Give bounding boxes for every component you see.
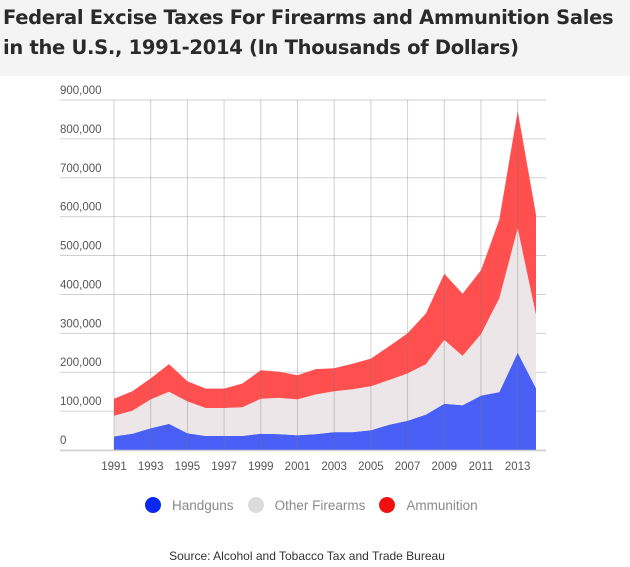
x-tick-label: 1991 bbox=[101, 461, 127, 473]
x-tick-label: 1997 bbox=[211, 461, 237, 473]
legend: Handguns Other Firearms Ammunition bbox=[145, 497, 492, 513]
area-series bbox=[114, 110, 536, 450]
y-axis-ticks: 0 100,000 200,000 300,000 400,000 500,000 600,… bbox=[60, 85, 102, 447]
x-tick-label: 2009 bbox=[431, 461, 457, 473]
y-tick-label: 300,000 bbox=[60, 318, 102, 330]
y-tick-label: 600,000 bbox=[60, 202, 102, 214]
y-tick-label: 800,000 bbox=[60, 124, 102, 136]
legend-item-other-firearms[interactable]: Other Firearms bbox=[247, 497, 366, 513]
chart-title: Federal Excise Taxes For Firearms and Am… bbox=[3, 6, 614, 59]
legend-item-handguns[interactable]: Handguns bbox=[145, 497, 234, 513]
legend-swatch-ammunition bbox=[379, 497, 396, 513]
y-tick-label: 500,000 bbox=[60, 241, 102, 253]
x-tick-label: 2013 bbox=[505, 461, 531, 473]
legend-label: Other Firearms bbox=[274, 497, 366, 513]
legend-label: Ammunition bbox=[406, 497, 478, 513]
area-other-firearms bbox=[114, 228, 536, 437]
legend-swatch-handguns bbox=[145, 497, 161, 513]
y-tick-label: 900,000 bbox=[60, 85, 102, 97]
x-axis-ticks: 1991 1993 1995 1997 1999 2001 2003 2005 2007 2009… bbox=[101, 461, 530, 473]
y-tick-label: 100,000 bbox=[60, 396, 102, 408]
x-tick-label: 1995 bbox=[175, 461, 201, 473]
y-tick-label: 400,000 bbox=[60, 279, 102, 291]
legend-swatch-other-firearms bbox=[247, 497, 264, 513]
x-tick-label: 2005 bbox=[358, 461, 384, 473]
area-handguns bbox=[114, 352, 536, 450]
vertical-gridlines bbox=[60, 100, 546, 452]
x-tick-label: 1999 bbox=[248, 461, 274, 473]
x-tick-label: 1993 bbox=[138, 461, 164, 473]
y-tick-label: 0 bbox=[60, 435, 66, 447]
legend-item-ammunition[interactable]: Ammunition bbox=[379, 497, 478, 513]
legend-label: Handguns bbox=[172, 497, 234, 513]
source-note: Source: Alcohol and Tobacco Tax and Trad… bbox=[169, 549, 445, 563]
x-tick-label: 2003 bbox=[321, 461, 347, 473]
title-banner bbox=[0, 0, 630, 76]
x-tick-label: 2007 bbox=[395, 461, 421, 473]
y-tick-label: 700,000 bbox=[60, 163, 102, 175]
y-tick-label: 200,000 bbox=[60, 357, 102, 369]
area-ammunition bbox=[114, 110, 536, 416]
x-tick-label: 2011 bbox=[469, 461, 494, 473]
x-tick-label: 2001 bbox=[285, 461, 311, 473]
